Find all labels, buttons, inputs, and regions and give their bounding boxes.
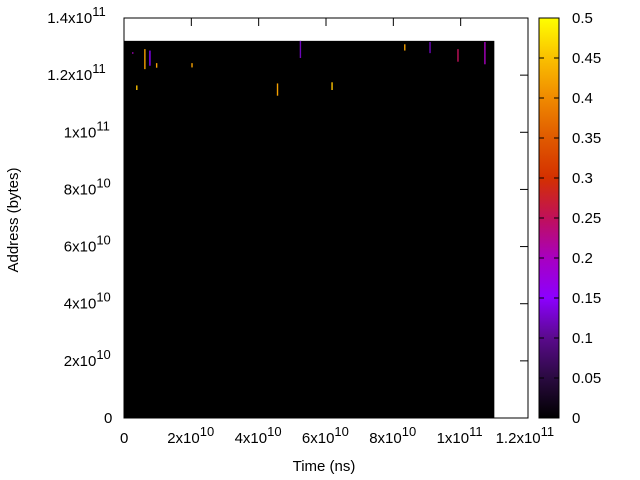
colorbar-tick-label: 0.15 — [572, 290, 601, 307]
x-tick-label: 4x1010 — [235, 424, 282, 447]
colorbar-tick-label: 0.35 — [572, 130, 601, 147]
colorbar-tick-label: 0.4 — [572, 90, 593, 107]
heatmap-background — [124, 40, 495, 418]
colorbar-tick-label: 0.1 — [572, 330, 593, 347]
colorbar: 0 0.05 0.1 0.15 0.2 0.25 0.3 0.35 0.4 0.45 0.5 — [538, 10, 601, 427]
y-tick-label: 8x1010 — [64, 175, 111, 198]
y-axis-ticks: 0 2x1010 4x1010 6x1010 8x1010 1x1011 1.2x1011 1… — [47, 4, 528, 427]
x-tick-label: 1x1011 — [437, 424, 483, 447]
x-tick-label: 1.2x1011 — [496, 424, 555, 447]
colorbar-tick-label: 0.25 — [572, 210, 601, 227]
y-tick-label: 4x1010 — [64, 290, 111, 313]
plot-area — [124, 18, 528, 418]
x-axis-ticks: 0 2x1010 4x1010 6x1010 8x1010 1x1011 1.2x1011 — [120, 18, 554, 447]
y-tick-label: 1.4x1011 — [47, 4, 106, 27]
x-tick-label: 6x1010 — [302, 424, 349, 447]
colorbar-tick-label: 0.5 — [572, 10, 593, 27]
y-tick-label: 0 — [104, 410, 112, 427]
y-tick-label: 2x1010 — [64, 347, 111, 370]
x-tick-label: 0 — [120, 430, 128, 447]
colorbar-tick-label: 0.3 — [572, 170, 593, 187]
data-marks — [132, 40, 486, 96]
colorbar-tick-label: 0.2 — [572, 250, 593, 267]
y-tick-label: 1.2x1011 — [47, 61, 106, 84]
y-axis-label: Address (bytes) — [5, 167, 22, 272]
colorbar-tick-label: 0.45 — [572, 50, 601, 67]
colorbar-tick-label: 0.05 — [572, 370, 601, 387]
x-axis-label: Time (ns) — [293, 458, 356, 475]
y-tick-label: 6x1010 — [64, 233, 111, 256]
y-tick-label: 1x1011 — [64, 118, 110, 141]
x-tick-label: 2x1010 — [167, 424, 214, 447]
colorbar-tick-label: 0 — [572, 410, 580, 427]
x-tick-label: 8x1010 — [369, 424, 416, 447]
